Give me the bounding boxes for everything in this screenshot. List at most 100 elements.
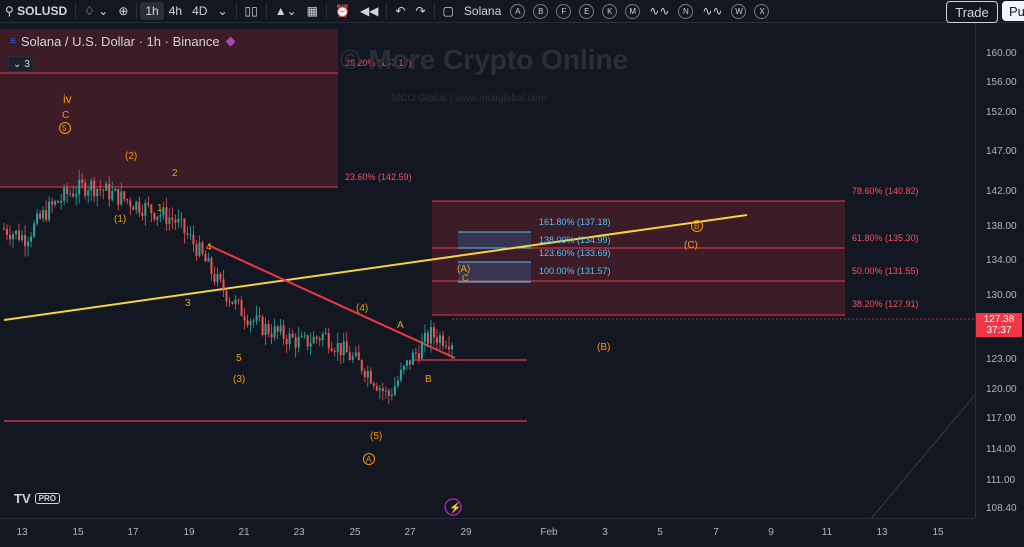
trend-line-yellow xyxy=(3,214,748,321)
candle-body xyxy=(441,335,444,346)
template-select[interactable]: Solana xyxy=(463,4,502,18)
chart-legend[interactable]: ≡ Solana / U.S. Dollar · 1h · Binance ◆ xyxy=(10,33,236,49)
time-axis[interactable]: 13 15 17 19 21 23 25 27 29 Feb 3 5 7 9 1… xyxy=(0,518,975,547)
divider xyxy=(386,3,388,19)
indicators-toggle[interactable]: ⌄ 3 xyxy=(8,56,34,72)
candle-body xyxy=(126,199,129,201)
candle-body xyxy=(63,187,66,201)
candle-body xyxy=(132,206,135,210)
time-tick: 3 xyxy=(602,527,608,538)
chart-area[interactable]: 38.20% (157.17) 23.60% (142.59) 78.60% (… xyxy=(0,23,975,518)
price-tick: 138.00 xyxy=(986,221,1017,232)
wave-label-wb: (B) xyxy=(597,342,610,353)
candle-body xyxy=(27,241,30,247)
time-tick: 5 xyxy=(657,527,663,538)
candle-body xyxy=(120,191,123,205)
template-b-button[interactable]: B xyxy=(533,3,549,19)
price-axis[interactable]: 160.00 156.00 152.00 147.00 142.00 138.0… xyxy=(975,23,1024,518)
trade-button[interactable]: Trade xyxy=(946,1,998,23)
candle-body xyxy=(378,388,381,391)
candle-body xyxy=(426,332,429,344)
candle-body xyxy=(267,323,270,334)
template-a-button[interactable]: A xyxy=(510,3,526,19)
timeframe-4d[interactable]: 4D xyxy=(192,4,208,18)
template-n-button[interactable]: N xyxy=(678,3,694,19)
candle-body xyxy=(261,316,264,336)
template-w-button[interactable]: W xyxy=(731,3,747,19)
template-e-button[interactable]: E xyxy=(579,3,595,19)
divider xyxy=(75,3,77,19)
template-k-button[interactable]: K xyxy=(602,3,618,19)
candle-body xyxy=(198,242,201,256)
candle-body xyxy=(78,179,81,195)
wave-label-b: B xyxy=(425,374,432,385)
candle-body xyxy=(363,371,366,378)
candle-body xyxy=(123,191,126,200)
alert-icon[interactable]: ⏰ xyxy=(335,4,350,18)
candle-body xyxy=(345,341,348,353)
legend-icon: ≡ xyxy=(10,35,16,47)
chevron-down-icon[interactable]: ⌄ xyxy=(217,4,228,18)
candle-body xyxy=(420,341,423,359)
layout-icon[interactable]: ▦ xyxy=(306,4,318,18)
candle-body xyxy=(84,182,87,196)
publish-button[interactable]: Pu xyxy=(1002,1,1024,21)
symbol-search[interactable]: ⚲ SOLUSD xyxy=(0,0,72,22)
lightning-marker[interactable] xyxy=(444,498,462,516)
gem-icon[interactable]: ♢ ⌄ xyxy=(84,4,109,18)
wave-pattern-2-icon[interactable]: ∿∿ xyxy=(702,4,723,18)
candle-body xyxy=(417,353,420,359)
candle-body xyxy=(75,194,78,197)
time-tick: 17 xyxy=(127,527,139,538)
chevron-down-icon: ⌄ xyxy=(13,58,22,70)
wave-label-w2: (2) xyxy=(125,151,137,162)
candle-body xyxy=(273,326,276,338)
candle-body xyxy=(342,341,345,356)
candle-body xyxy=(102,189,105,191)
candle-body xyxy=(357,352,360,361)
candles-icon[interactable]: ▯▯ xyxy=(244,4,258,18)
candle-body xyxy=(150,204,153,213)
tradingview-logo: TV PRO xyxy=(14,491,60,506)
candle-body xyxy=(99,188,102,190)
last-price-badge: 127.38 37:37 xyxy=(976,313,1022,337)
candle-body xyxy=(451,345,453,350)
timeframe-1h[interactable]: 1h xyxy=(140,2,164,20)
replay-icon[interactable]: ◀◀ xyxy=(359,4,379,18)
ext-label-123: 123.60% (133.69) xyxy=(539,248,611,258)
candle-body xyxy=(33,223,36,237)
timeframe-4h[interactable]: 4h xyxy=(168,4,183,18)
fullscreen-icon[interactable]: ▢ xyxy=(442,4,454,18)
add-symbol-icon[interactable]: ⊕ xyxy=(118,4,129,18)
template-m-button[interactable]: M xyxy=(625,3,641,19)
wave-label-5: 5 xyxy=(236,353,242,364)
redo-icon[interactable]: ↷ xyxy=(415,4,426,18)
indicator-count: 3 xyxy=(24,58,30,70)
candle-body xyxy=(57,201,60,203)
wave-pattern-icon[interactable]: ∿∿ xyxy=(649,4,670,18)
time-tick: 23 xyxy=(293,527,305,538)
ext-zone-2 xyxy=(458,262,531,282)
wave-label-3: 3 xyxy=(185,298,191,309)
template-x-button[interactable]: X xyxy=(754,3,770,19)
candle-body xyxy=(48,201,51,220)
candle-body xyxy=(87,190,90,196)
candle-body xyxy=(429,326,432,344)
price-tick: 147.00 xyxy=(986,146,1017,157)
undo-icon[interactable]: ↶ xyxy=(395,4,406,18)
wave-label-4: 4 xyxy=(206,242,212,253)
indicators-icon[interactable]: ▲⌄ xyxy=(274,4,297,18)
candle-body xyxy=(108,183,111,200)
template-f-button[interactable]: F xyxy=(556,3,572,19)
candle-body xyxy=(444,345,447,347)
drawing-tool-icon[interactable]: ◆ xyxy=(225,33,236,48)
time-tick: 13 xyxy=(16,527,28,538)
candle-body xyxy=(36,213,39,224)
candle-body xyxy=(219,274,222,280)
time-tick: 13 xyxy=(876,527,888,538)
candle-body xyxy=(81,179,84,183)
time-tick: 29 xyxy=(460,527,472,538)
wave-label-a-circle: A xyxy=(366,455,372,464)
time-tick: 15 xyxy=(72,527,84,538)
candle-body xyxy=(105,183,108,191)
